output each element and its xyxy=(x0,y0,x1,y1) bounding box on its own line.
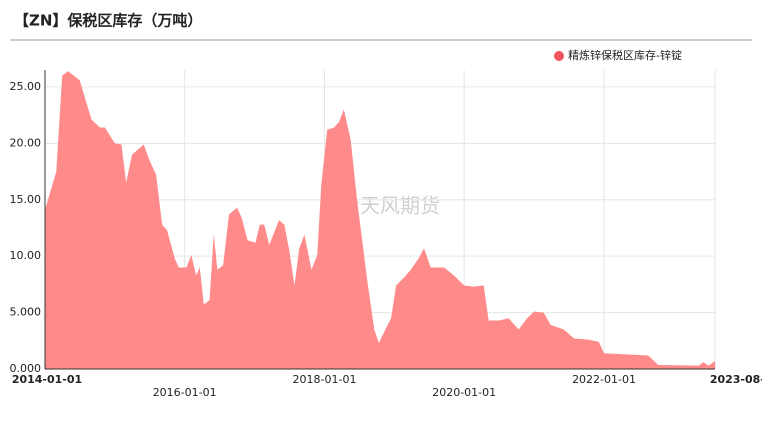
y-tick-label: 0.000 xyxy=(10,362,42,375)
x-tick-label: 2023-08-04 xyxy=(710,373,762,386)
legend-marker xyxy=(554,51,564,61)
y-tick-label: 15.00 xyxy=(10,193,42,206)
y-tick-label: 5.000 xyxy=(10,306,42,319)
legend-label: 精炼锌保税区库存-锌锭 xyxy=(568,48,682,62)
x-tick-label: 2018-01-01 xyxy=(293,373,357,386)
y-tick-label: 25.00 xyxy=(10,80,42,93)
x-tick-label: 2016-01-01 xyxy=(153,386,217,399)
x-tick-label: 2014-01-01 xyxy=(12,373,82,386)
chart-title: 【ZN】保税区库存（万吨） xyxy=(14,12,202,30)
area xyxy=(45,71,715,370)
y-tick-label: 20.00 xyxy=(10,136,42,149)
x-tick-label: 2020-01-01 xyxy=(432,386,496,399)
y-tick-label: 10.00 xyxy=(10,249,42,262)
x-tick-label: 2022-01-01 xyxy=(572,373,636,386)
